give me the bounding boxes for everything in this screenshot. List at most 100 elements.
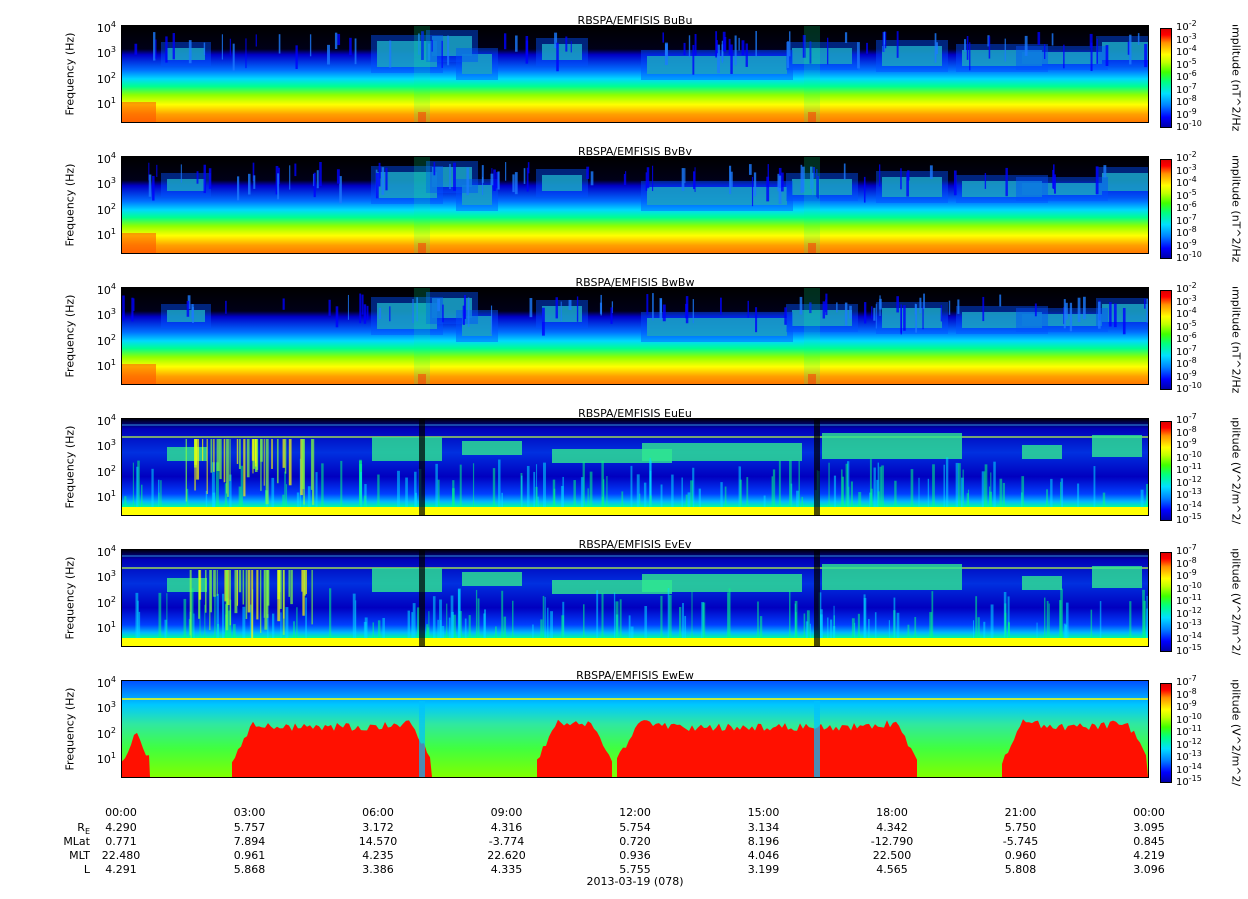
- colorbar: [1160, 552, 1172, 652]
- colorbar-tick-label: 10-2: [1176, 151, 1197, 164]
- y-tick-base: 10: [96, 702, 111, 716]
- colorbar-label: mplitude (V^2/m^2/H: [1226, 418, 1246, 524]
- y-tick-exponent: 3: [110, 438, 116, 448]
- ephemeris-value: 0.961: [233, 849, 266, 862]
- colorbar-tick-exponent: -10: [1188, 580, 1202, 590]
- colorbar-tick-exponent: -10: [1188, 119, 1202, 128]
- colorbar-tick-label: 10-2: [1176, 20, 1197, 33]
- ephemeris-value: 4.316: [490, 821, 523, 834]
- y-tick-base: 10: [96, 465, 111, 479]
- colorbar-tick-exponent: -14: [1188, 761, 1202, 771]
- y-tick-base: 10: [96, 440, 111, 454]
- colorbar-tick-label: 10-14: [1176, 762, 1202, 776]
- spectrogram-panel: RBSPA/EMFISIS BwBw Frequency (Hz) 104 103 10…: [0, 270, 1248, 400]
- y-tick-label: 103: [96, 176, 116, 192]
- colorbar-tick-base: 10: [1176, 427, 1189, 439]
- colorbar-tick-exponent: -4: [1188, 306, 1197, 315]
- colorbar-tick-base: 10: [1176, 215, 1189, 227]
- colorbar-tick-label: 10-14: [1176, 500, 1202, 514]
- colorbar-tick-exponent: -7: [1188, 81, 1197, 91]
- colorbar-tick-exponent: -10: [1188, 449, 1202, 459]
- y-tick-exponent: 4: [110, 413, 116, 423]
- x-tick-label: 06:00: [362, 806, 394, 819]
- y-tick-exponent: 4: [110, 675, 116, 685]
- colorbar-ticks: 10-2 10-3 10-4 10-5 10-6 10-7 10-8 10-9 10-10: [1173, 282, 1221, 395]
- colorbar-tick-base: 10: [1176, 727, 1189, 738]
- colorbar-tick-label: 10-5: [1176, 188, 1197, 202]
- colorbar-tick-label: 10-7: [1176, 544, 1197, 557]
- colorbar-tick-label: 10-15: [1176, 644, 1202, 657]
- ephemeris-value: 4.335: [490, 863, 523, 876]
- spectrogram-panel: RBSPA/EMFISIS EuEu Frequency (Hz) 104 103 10…: [0, 401, 1248, 531]
- colorbar-tick-exponent: -3: [1188, 293, 1197, 303]
- y-tick-base: 10: [96, 596, 111, 610]
- y-axis-label-text: Frequency (Hz): [63, 294, 77, 378]
- panel-title: RBSPA/EMFISIS BwBw: [575, 276, 695, 289]
- y-tick-label: 101: [96, 97, 116, 112]
- ephemeris-value: 5.754: [619, 821, 651, 834]
- colorbar-tick-label: 10-10: [1176, 581, 1202, 595]
- colorbar-tick-base: 10: [1176, 359, 1189, 370]
- x-axis-area: 00:00 03:00 06:00 09:00 12:00 15:00 18:00 21:00…: [0, 806, 1248, 896]
- spectrogram-plot: [121, 549, 1149, 647]
- colorbar-label: amplitude (nT^2/Hz): [1226, 287, 1246, 393]
- spectrogram-plot: [121, 156, 1149, 254]
- x-tick-label: 09:00: [490, 806, 523, 819]
- ephemeris-value: 3.386: [362, 863, 394, 876]
- colorbar-tick-label: 10-10: [1176, 120, 1202, 133]
- colorbar-tick-base: 10: [1176, 714, 1189, 726]
- ephem-label-l: L: [83, 863, 90, 876]
- y-tick-exponent: 2: [110, 332, 116, 342]
- y-tick-labels: 104 103 102 101: [80, 21, 120, 123]
- y-tick-base: 10: [96, 491, 111, 505]
- colorbar-tick-exponent: -8: [1188, 686, 1197, 696]
- colorbar-tick-exponent: -6: [1188, 331, 1197, 340]
- ephemeris-value: 8.196: [747, 835, 780, 848]
- colorbar-tick-base: 10: [1176, 296, 1189, 308]
- y-tick-base: 10: [96, 98, 111, 112]
- y-tick-base: 10: [96, 178, 111, 192]
- y-tick-base: 10: [96, 622, 111, 636]
- y-axis-label-text: Frequency (Hz): [63, 163, 77, 247]
- colorbar-label-text: amplitude (nT^2/Hz): [1229, 25, 1243, 131]
- y-tick-exponent: 1: [110, 620, 116, 630]
- x-tick-label: 00:00: [1133, 806, 1165, 819]
- colorbar-tick-base: 10: [1176, 621, 1189, 632]
- y-axis-label: Frequency (Hz): [60, 156, 80, 254]
- colorbar-tick-label: 10-6: [1176, 201, 1197, 214]
- colorbar-tick-exponent: -14: [1188, 499, 1202, 509]
- ephemeris-value: 4.565: [876, 863, 908, 876]
- y-axis-label-text: Frequency (Hz): [63, 425, 77, 509]
- colorbar-tick-exponent: -15: [1188, 774, 1202, 783]
- y-tick-exponent: 3: [110, 700, 116, 710]
- colorbar-tick-label: 10-4: [1176, 45, 1197, 58]
- colorbar-ticks: 10-7 10-8 10-9 10-10 10-11 10-12 10-13 10-14 10-…: [1173, 413, 1221, 526]
- colorbar-tick-base: 10: [1176, 583, 1189, 595]
- colorbar-tick-base: 10: [1176, 97, 1189, 108]
- y-tick-labels: 104 103 102 101: [80, 152, 120, 254]
- colorbar-tick-label: 10-6: [1176, 332, 1197, 345]
- ephemeris-value: 5.755: [619, 863, 651, 876]
- y-tick-label: 102: [97, 71, 116, 86]
- colorbar-tick-exponent: -15: [1188, 643, 1202, 652]
- colorbar-tick-label: 10-4: [1176, 307, 1197, 320]
- spectrogram-image: [122, 26, 1148, 122]
- colorbar-tick-label: 10-11: [1176, 725, 1202, 738]
- spectrogram-image: [122, 681, 1148, 777]
- colorbar-ticks: 10-2 10-3 10-4 10-5 10-6 10-7 10-8 10-9 10-10: [1173, 20, 1221, 133]
- ephemeris-value: 22.500: [872, 849, 912, 862]
- colorbar-tick-base: 10: [1176, 22, 1189, 33]
- x-tick-label: 12:00: [619, 806, 651, 819]
- colorbar-tick-base: 10: [1176, 702, 1189, 713]
- colorbar-tick-label: 10-8: [1176, 95, 1197, 108]
- y-tick-base: 10: [96, 415, 111, 429]
- colorbar-tick-label: 10-7: [1176, 675, 1197, 688]
- y-tick-exponent: 3: [110, 176, 116, 186]
- colorbar-tick-base: 10: [1176, 72, 1189, 83]
- y-tick-base: 10: [96, 203, 111, 217]
- y-tick-label: 101: [97, 228, 116, 242]
- colorbar-tick-exponent: -3: [1188, 162, 1197, 172]
- colorbar-tick-exponent: -14: [1188, 630, 1202, 640]
- colorbar-label: mplitude (V^2/m^2/H: [1226, 549, 1246, 655]
- ephemeris-value: 4.219: [1133, 849, 1165, 862]
